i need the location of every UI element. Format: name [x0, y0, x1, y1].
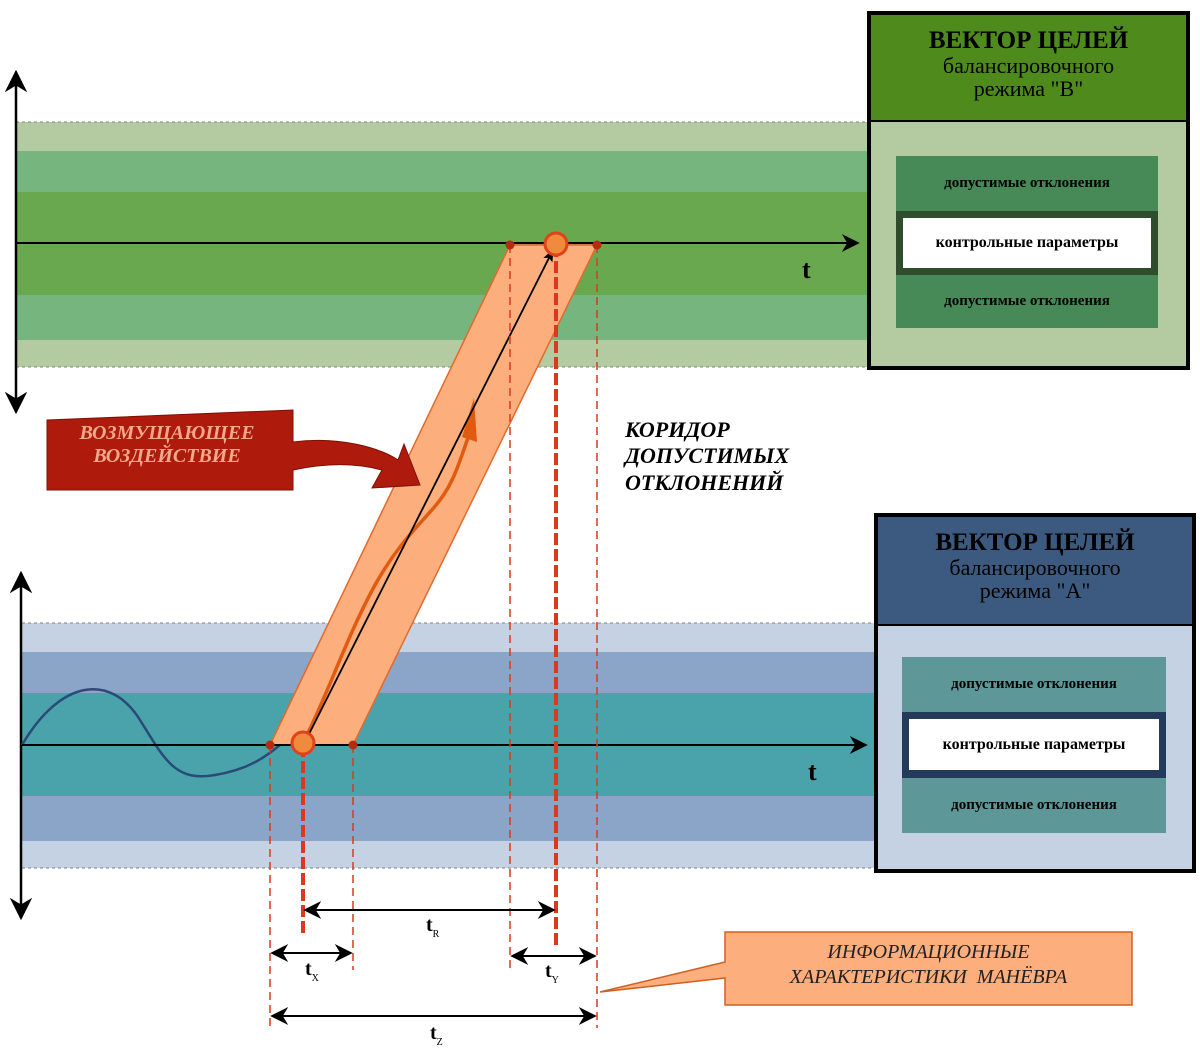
interval-tx-label: tX: [305, 958, 319, 984]
regime-b-bands: [16, 121, 868, 368]
panel-a-frame: [874, 513, 1196, 873]
panel-b-title-line2: балансировочного: [942, 53, 1115, 79]
interval-ty-main: t: [545, 960, 552, 982]
oscillation-curve: [20, 687, 281, 778]
info-callout-shape: [599, 931, 1133, 1006]
corridor-label-line1: КОРИДОР: [625, 417, 730, 442]
interval-tx-sub: X: [311, 973, 319, 984]
disturbance-label: ВОЗМУЩАЮЩЕЕ ВОЗДЕЙСТВИЕ: [52, 422, 282, 468]
corridor-label: КОРИДОР ДОПУСТИМЫХ ОТКЛОНЕНИЙ: [625, 417, 789, 496]
info-label-line1: ИНФОРМАЦИОННЫЕ: [827, 941, 1030, 963]
panel-b-row-top: допустимые отклонения: [944, 175, 1110, 191]
corridor-label-line2: ДОПУСТИМЫХ: [625, 443, 790, 469]
panel-b-row-bottom: допустимые отклонения: [944, 293, 1110, 309]
interval-tx-main: t: [305, 958, 312, 980]
panel-a-row-bottom: допустимые отклонения: [951, 797, 1117, 813]
end-state-point: [543, 231, 569, 257]
time-axis-a-label: t: [808, 757, 817, 786]
interval-ty-label: tY: [545, 960, 559, 986]
panel-b-title-line3: режима "В": [973, 76, 1084, 102]
transition-arrow: [304, 248, 554, 743]
trajectory-curve: [301, 431, 472, 744]
dashed-guides: [269, 245, 598, 1028]
panel-a-row-middle: контрольные параметры: [942, 735, 1126, 753]
disturbance-label-line2: ВОЗДЕЙСТВИЕ: [93, 445, 241, 467]
disturbance-label-line1: ВОЗМУЩАЮЩЕЕ: [79, 422, 255, 444]
panel-a-title-line3: режима "А": [979, 578, 1091, 604]
panel-b-title-line1: ВЕКТОР ЦЕЛЕЙ: [928, 27, 1129, 54]
interval-tr-sub: R: [432, 929, 440, 940]
info-label-line2: ХАРАКТЕРИСТИКИ МАНЁВРА: [789, 966, 1068, 988]
panel-a-title: ВЕКТОР ЦЕЛЕЙ балансировочного режима "А": [876, 529, 1194, 604]
corridor-label-line3: ОТКЛОНЕНИЙ: [625, 469, 784, 495]
panel-a-row-top: допустимые отклонения: [951, 676, 1117, 692]
panel-b-frame: [867, 11, 1190, 370]
disturbance-arrow-shape: [46, 409, 421, 491]
interval-tz-label: tZ: [430, 1022, 443, 1048]
interval-tz-main: t: [430, 1022, 437, 1044]
panel-b-row-middle: контрольные параметры: [935, 234, 1119, 251]
corner-points: [265, 240, 602, 750]
interval-tz-sub: Z: [436, 1037, 443, 1048]
panel-a-title-line2: балансировочного: [949, 555, 1121, 581]
panel-b-title: ВЕКТОР ЦЕЛЕЙ балансировочного режима "В": [869, 27, 1188, 102]
time-axis-b-label: t: [802, 255, 811, 284]
interval-tr-main: t: [426, 914, 433, 936]
info-label: ИНФОРМАЦИОННЫЕ ХАРАКТЕРИСТИКИ МАНЁВРА: [725, 940, 1132, 990]
start-state-point: [290, 730, 316, 756]
interval-ty-sub: Y: [551, 975, 559, 986]
interval-tr-label: tR: [426, 914, 439, 940]
panel-a-title-line1: ВЕКТОР ЦЕЛЕЙ: [935, 529, 1135, 556]
